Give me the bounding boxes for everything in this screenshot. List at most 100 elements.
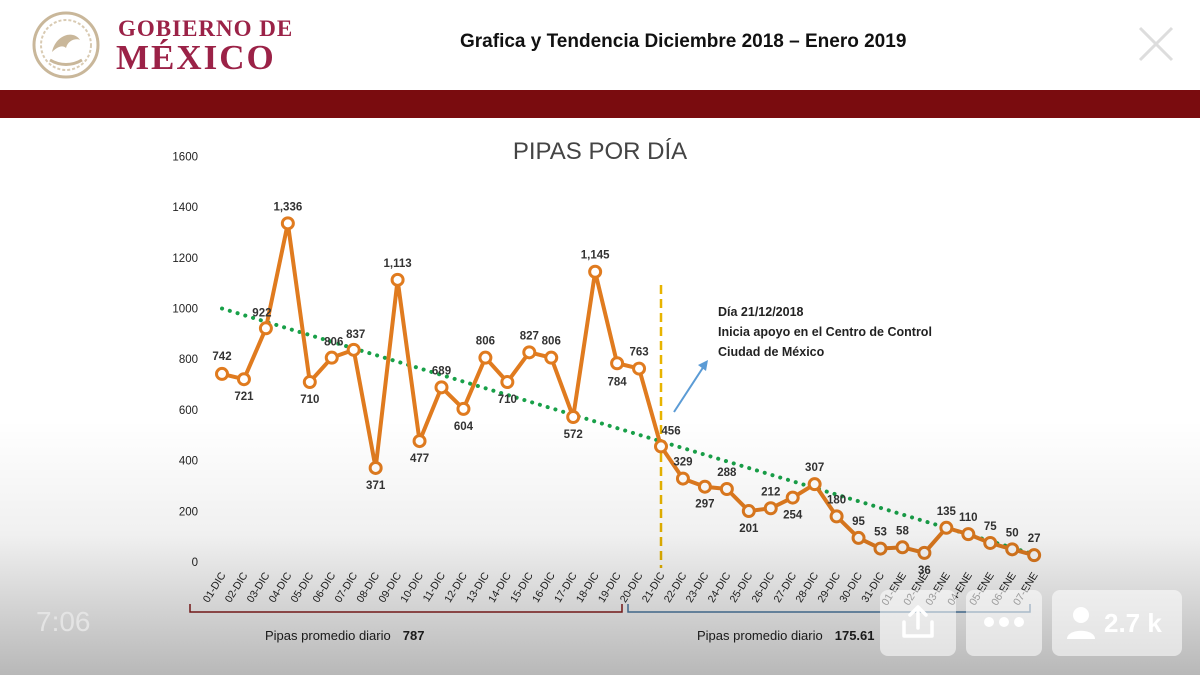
data-label: 742 — [212, 351, 231, 363]
data-point — [522, 345, 537, 360]
more-icon — [984, 617, 1024, 627]
data-label: 827 — [520, 330, 539, 342]
data-label: 135 — [937, 506, 957, 518]
data-label: 922 — [252, 307, 271, 319]
y-tick-label: 800 — [179, 354, 198, 366]
video-timestamp: 7:06 — [36, 606, 91, 637]
annotation-line2: Inicia apoyo en el Centro de Control — [718, 325, 932, 339]
average-before-value: 787 — [402, 628, 425, 643]
share-icon — [902, 605, 934, 638]
y-tick-label: 600 — [179, 405, 198, 417]
data-label: 180 — [827, 494, 846, 506]
data-label: 784 — [608, 376, 628, 388]
data-label: 36 — [918, 565, 931, 577]
y-tick-label: 400 — [179, 456, 198, 468]
data-label: 110 — [959, 512, 978, 524]
data-point — [1005, 542, 1020, 557]
share-button[interactable] — [880, 590, 956, 656]
data-point — [215, 366, 229, 381]
data-label: 710 — [498, 394, 517, 406]
data-label: 201 — [739, 523, 759, 535]
data-point — [412, 434, 427, 449]
more-button[interactable] — [966, 590, 1042, 656]
data-label: 297 — [695, 499, 714, 511]
data-point — [961, 527, 976, 542]
data-label: 371 — [366, 480, 386, 492]
data-point — [610, 356, 625, 371]
data-label: 1,145 — [581, 250, 610, 262]
data-point — [544, 350, 559, 365]
data-point — [675, 471, 690, 486]
data-point — [873, 541, 888, 556]
data-point — [807, 477, 822, 492]
data-point — [719, 481, 734, 496]
y-tick-label: 1600 — [172, 151, 198, 163]
annotation-arrowhead — [698, 360, 708, 371]
data-point — [258, 321, 273, 336]
data-label: 721 — [234, 391, 254, 403]
data-label: 806 — [476, 336, 495, 348]
data-label: 763 — [629, 347, 648, 359]
data-label: 307 — [805, 462, 824, 474]
series-line — [221, 221, 1035, 558]
y-tick-label: 1000 — [172, 304, 198, 316]
data-label: 806 — [542, 336, 561, 348]
data-point — [566, 409, 581, 424]
data-label: 58 — [896, 525, 909, 537]
data-point — [434, 380, 449, 395]
data-point — [829, 509, 844, 524]
data-point — [851, 530, 866, 545]
data-label: 837 — [346, 329, 365, 341]
data-label: 456 — [661, 425, 680, 437]
data-point — [236, 372, 251, 387]
data-point — [368, 460, 383, 475]
data-label: 710 — [300, 394, 319, 406]
data-point — [697, 479, 712, 494]
data-label: 572 — [564, 429, 583, 441]
data-point — [500, 375, 515, 390]
viewer-count: 2.7 k — [1104, 608, 1162, 638]
national-seal-icon — [32, 11, 100, 79]
bracket-before — [189, 604, 623, 613]
viewers-button[interactable] — [1052, 590, 1182, 656]
logo-line1: GOBIERNO DE — [118, 16, 294, 41]
data-point — [324, 350, 339, 365]
data-point — [1027, 548, 1042, 563]
average-after-value: 175.61 — [834, 628, 875, 643]
data-label: 254 — [783, 510, 803, 522]
data-point — [588, 264, 603, 279]
data-label: 212 — [761, 486, 780, 498]
data-label: 288 — [717, 467, 737, 479]
data-point — [654, 439, 668, 454]
y-tick-label: 200 — [179, 506, 198, 518]
data-point — [939, 520, 954, 535]
data-label: 75 — [984, 521, 997, 533]
y-tick-label: 1200 — [172, 253, 198, 265]
close-icon[interactable] — [1134, 22, 1178, 66]
data-point — [456, 401, 471, 416]
average-before: Pipas promedio diario 787 — [265, 628, 424, 643]
y-tick-label: 0 — [192, 557, 198, 569]
data-label: 689 — [432, 365, 451, 377]
data-label: 477 — [410, 453, 429, 465]
annotation-arrow — [673, 365, 705, 413]
chart-title: PIPAS POR DÍA — [512, 138, 688, 165]
data-point — [741, 504, 756, 519]
data-point — [478, 350, 493, 365]
data-label: 53 — [874, 527, 887, 539]
data-point — [390, 272, 405, 287]
header-bar: GOBIERNO DE MÉXICO Grafica y Tendencia D… — [0, 0, 1200, 90]
annotation-line3: Ciudad de México — [718, 345, 825, 359]
average-before-label: Pipas promedio diario — [265, 628, 391, 643]
data-label: 95 — [852, 516, 865, 528]
data-point — [917, 545, 932, 560]
logo-line2: MÉXICO — [116, 38, 276, 77]
data-label: 1,336 — [273, 201, 302, 213]
data-point — [983, 535, 998, 550]
data-label: 27 — [1028, 533, 1041, 545]
y-tick-label: 1400 — [172, 202, 198, 214]
average-after-label: Pipas promedio diario — [697, 628, 823, 643]
data-point — [346, 342, 361, 357]
data-label: 1,113 — [384, 258, 412, 270]
